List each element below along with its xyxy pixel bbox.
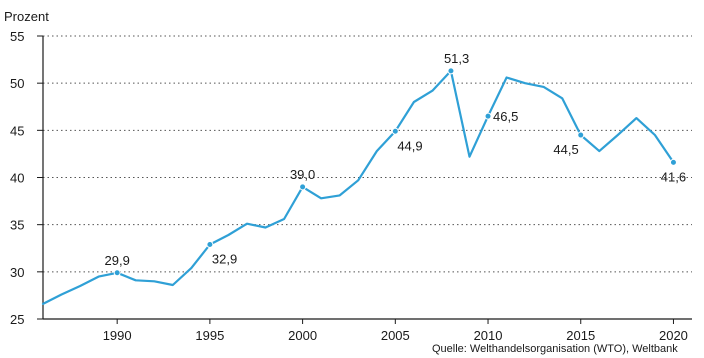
y-axis-label: Prozent	[4, 9, 49, 24]
data-label: 44,9	[397, 138, 422, 153]
data-point-marker	[484, 112, 492, 120]
source-note: Quelle: Welthandelsorganisation (WTO), W…	[432, 343, 678, 355]
series-group	[41, 69, 675, 305]
x-tick-label: 1995	[195, 328, 224, 343]
x-tick-labels: 1990 1995 2000 2005 2010 2015 2020	[103, 319, 688, 343]
data-label: 41,6	[661, 169, 686, 184]
data-labels: 29,9 32,9 39,0 44,9 51,3 46,5 44,5 41,6	[105, 51, 686, 277]
data-point-marker	[113, 269, 121, 277]
data-label: 51,3	[444, 51, 469, 66]
data-label: 44,5	[553, 142, 578, 157]
grid-lines	[37, 35, 692, 320]
y-tick-label: 45	[10, 123, 24, 138]
x-tick-label: 1990	[103, 328, 132, 343]
data-point-marker	[391, 127, 399, 135]
x-tick-label: 2015	[566, 328, 595, 343]
y-tick-label: 30	[10, 265, 24, 280]
x-tick-label: 2010	[474, 328, 503, 343]
data-point-marker	[206, 240, 214, 248]
y-tick-label: 25	[10, 312, 24, 327]
x-tick-label: 2020	[659, 328, 688, 343]
y-tick-labels: 25 30 35 40 45 50 55	[10, 29, 24, 327]
y-tick-label: 50	[10, 76, 24, 91]
x-tick-label: 2000	[288, 328, 317, 343]
data-point-marker	[447, 67, 455, 75]
series-line	[41, 69, 675, 305]
y-tick-label: 55	[10, 29, 24, 44]
data-point-marker	[669, 158, 677, 166]
data-label: 29,9	[105, 253, 130, 268]
y-tick-label: 40	[10, 171, 24, 186]
data-point-marker	[299, 183, 307, 191]
data-label: 32,9	[212, 251, 237, 266]
x-tick-label: 2005	[381, 328, 410, 343]
data-label: 46,5	[493, 109, 518, 124]
y-tick-label: 35	[10, 218, 24, 233]
data-point-marker	[577, 131, 585, 139]
data-label: 39,0	[290, 167, 315, 182]
